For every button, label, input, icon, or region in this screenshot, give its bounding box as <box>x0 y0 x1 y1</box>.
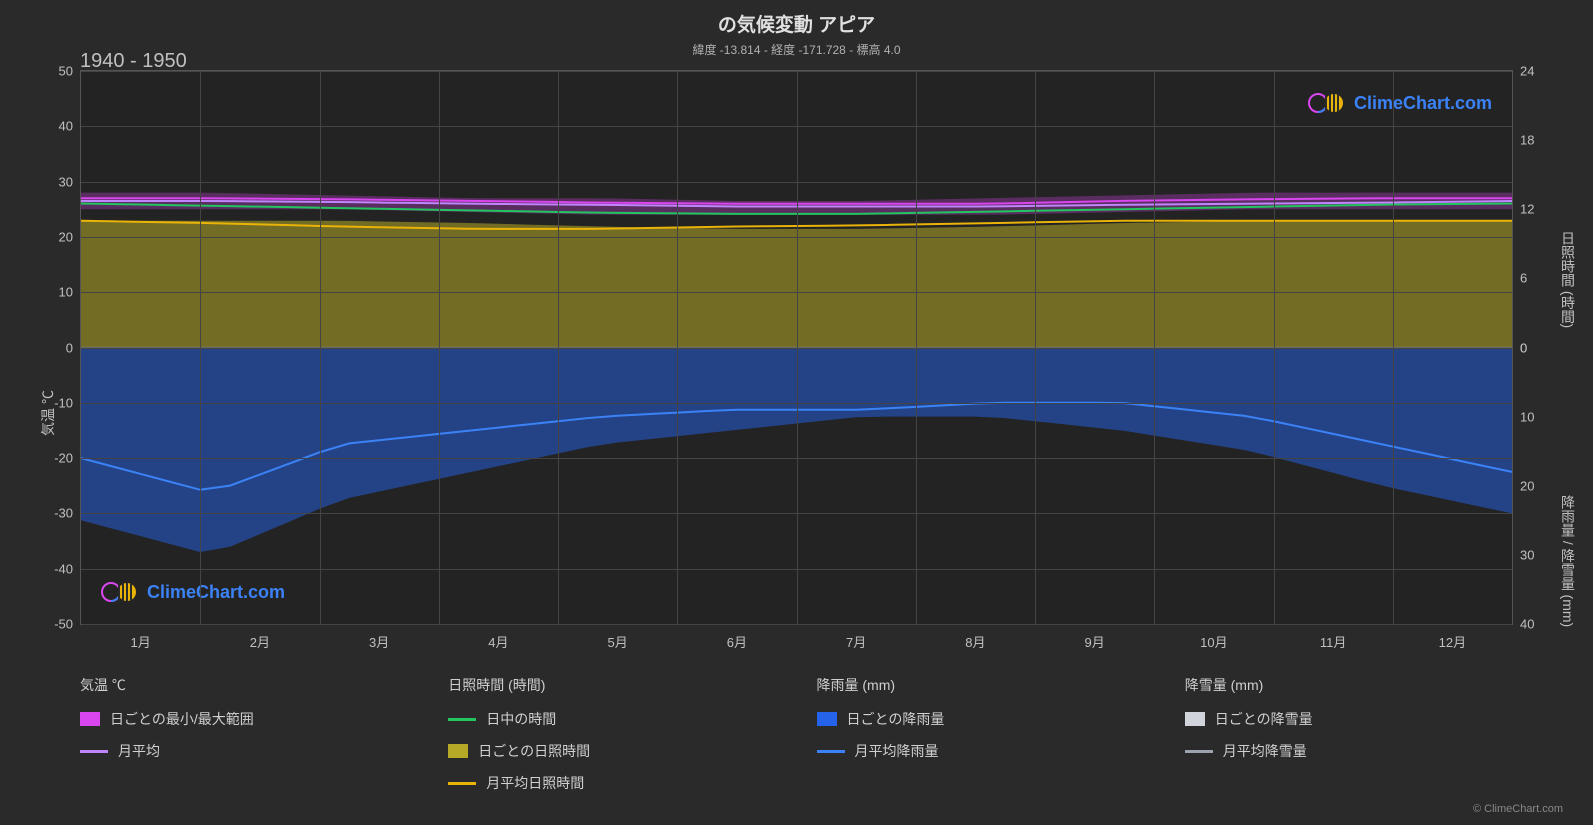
legend-swatch <box>448 718 476 721</box>
legend-swatch <box>1185 750 1213 753</box>
chart-subtitle: 緯度 -13.814 - 経度 -171.728 - 標高 4.0 <box>0 37 1593 58</box>
legend-label: 日ごとの最小/最大範囲 <box>110 709 254 729</box>
legend: 気温 ℃ 日ごとの最小/最大範囲月平均 日照時間 (時間) 日中の時間日ごとの日照時間… <box>80 675 1513 805</box>
left-tick-label: 40 <box>59 119 73 134</box>
month-label: 2月 <box>250 632 270 651</box>
left-tick-label: 0 <box>66 340 73 355</box>
legend-swatch <box>448 744 468 758</box>
legend-label: 日ごとの日照時間 <box>478 741 590 761</box>
legend-swatch <box>817 750 845 753</box>
legend-swatch <box>1185 712 1205 726</box>
month-label: 9月 <box>1085 632 1105 651</box>
watermark-top: ClimeChart.com <box>1308 91 1492 115</box>
month-label: 6月 <box>727 632 747 651</box>
month-label: 5月 <box>608 632 628 651</box>
left-tick-label: 30 <box>59 174 73 189</box>
legend-item: 日ごとの降雪量 <box>1185 709 1513 729</box>
left-tick-label: -40 <box>54 561 73 576</box>
month-label: 11月 <box>1320 632 1347 651</box>
legend-label: 日ごとの降雪量 <box>1215 709 1313 729</box>
legend-column: 日照時間 (時間) 日中の時間日ごとの日照時間月平均日照時間 <box>448 675 776 805</box>
left-tick-label: -50 <box>54 617 73 632</box>
right-top-tick-label: 12 <box>1520 202 1534 217</box>
legend-label: 日ごとの降雨量 <box>847 709 945 729</box>
legend-item: 月平均降雪量 <box>1185 741 1513 761</box>
left-tick-label: 50 <box>59 64 73 79</box>
legend-swatch <box>80 712 100 726</box>
legend-item: 月平均 <box>80 741 408 761</box>
right-bottom-tick-label: 30 <box>1520 547 1534 562</box>
legend-label: 日中の時間 <box>486 709 556 729</box>
legend-title: 降雨量 (mm) <box>817 675 1145 695</box>
plot-area: ClimeChart.com ClimeChart.com -50-40-30-… <box>80 70 1513 625</box>
watermark-bottom: ClimeChart.com <box>101 580 285 604</box>
month-label: 10月 <box>1200 632 1227 651</box>
legend-title: 日照時間 (時間) <box>448 675 776 695</box>
legend-column: 降雪量 (mm) 日ごとの降雪量月平均降雪量 <box>1185 675 1513 805</box>
month-label: 1月 <box>131 632 151 651</box>
left-tick-label: 20 <box>59 229 73 244</box>
legend-swatch <box>817 712 837 726</box>
legend-item: 月平均降雨量 <box>817 741 1145 761</box>
legend-item: 日中の時間 <box>448 709 776 729</box>
watermark-text: ClimeChart.com <box>147 582 285 603</box>
legend-item: 日ごとの降雨量 <box>817 709 1145 729</box>
legend-item: 月平均日照時間 <box>448 773 776 793</box>
legend-swatch <box>448 782 476 785</box>
legend-column: 気温 ℃ 日ごとの最小/最大範囲月平均 <box>80 675 408 805</box>
legend-item: 日ごとの日照時間 <box>448 741 776 761</box>
legend-title: 気温 ℃ <box>80 675 408 695</box>
credit-text: © ClimeChart.com <box>1473 803 1563 815</box>
legend-title: 降雪量 (mm) <box>1185 675 1513 695</box>
left-tick-label: -30 <box>54 506 73 521</box>
right-bottom-tick-label: 20 <box>1520 478 1534 493</box>
right-top-tick-label: 18 <box>1520 133 1534 148</box>
legend-column: 降雨量 (mm) 日ごとの降雨量月平均降雨量 <box>817 675 1145 805</box>
right-axis-title-sunshine: 日照時間 (時間) <box>1558 231 1578 328</box>
watermark-text: ClimeChart.com <box>1354 93 1492 114</box>
right-bottom-tick-label: 10 <box>1520 409 1534 424</box>
month-label: 8月 <box>965 632 985 651</box>
left-tick-label: -10 <box>54 395 73 410</box>
legend-label: 月平均日照時間 <box>486 773 584 793</box>
month-label: 7月 <box>846 632 866 651</box>
month-label: 12月 <box>1439 632 1466 651</box>
legend-item: 日ごとの最小/最大範囲 <box>80 709 408 729</box>
climate-chart: の気候変動 アピア 緯度 -13.814 - 経度 -171.728 - 標高 … <box>0 0 1593 825</box>
legend-label: 月平均 <box>118 741 160 761</box>
left-tick-label: 10 <box>59 285 73 300</box>
month-label: 4月 <box>488 632 508 651</box>
right-bottom-tick-label: 40 <box>1520 617 1534 632</box>
legend-label: 月平均降雨量 <box>855 741 939 761</box>
right-top-tick-label: 24 <box>1520 64 1534 79</box>
climechart-logo-icon <box>101 580 141 604</box>
legend-label: 月平均降雪量 <box>1223 741 1307 761</box>
chart-title: の気候変動 アピア <box>0 0 1593 37</box>
right-top-tick-label: 6 <box>1520 271 1527 286</box>
right-axis-title-precip: 降雨量 / 降雪量 (mm) <box>1558 495 1578 627</box>
climechart-logo-icon <box>1308 91 1348 115</box>
left-tick-label: -20 <box>54 451 73 466</box>
right-bottom-tick-label: 0 <box>1520 340 1527 355</box>
month-label: 3月 <box>369 632 389 651</box>
legend-swatch <box>80 750 108 753</box>
